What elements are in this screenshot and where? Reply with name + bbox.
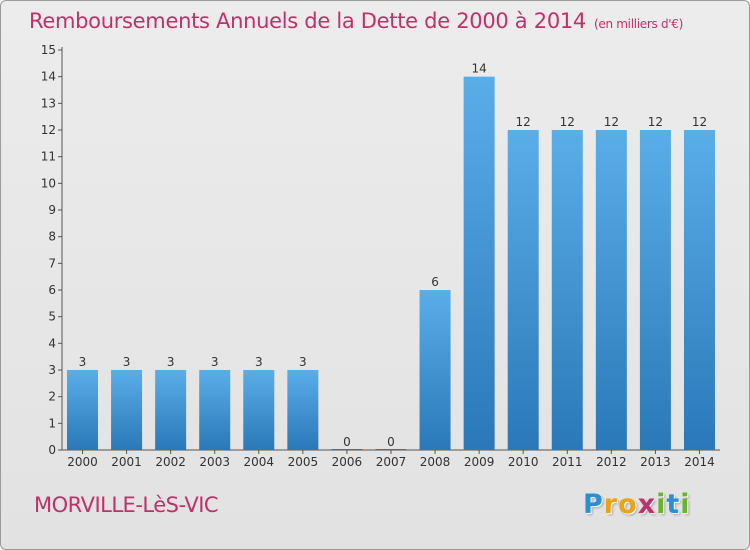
y-tick-label: 13 (41, 96, 56, 110)
data-label: 12 (604, 115, 619, 129)
logo-letter: x (637, 489, 657, 520)
data-label: 3 (255, 355, 263, 369)
x-tick-label: 2002 (155, 455, 186, 469)
x-tick-label: 2010 (508, 455, 539, 469)
bar (595, 130, 627, 450)
data-label: 3 (123, 355, 131, 369)
bar (375, 449, 407, 450)
y-tick-label: 3 (48, 363, 56, 377)
y-tick-label: 7 (48, 256, 56, 270)
bar (287, 370, 319, 450)
y-tick-label: 15 (41, 43, 56, 57)
bar (331, 449, 363, 450)
bar (507, 130, 539, 450)
x-tick-label: 2009 (464, 455, 495, 469)
bar (639, 130, 671, 450)
y-tick-label: 1 (48, 416, 56, 430)
y-tick-label: 10 (41, 176, 56, 190)
data-label: 0 (343, 435, 351, 449)
x-tick-label: 2001 (111, 455, 142, 469)
bar (243, 370, 275, 450)
x-tick-label: 2006 (332, 455, 363, 469)
x-tick-label: 2013 (640, 455, 671, 469)
y-tick-label: 9 (48, 203, 56, 217)
x-tick-label: 2004 (244, 455, 275, 469)
data-label: 6 (431, 275, 439, 289)
data-label: 3 (211, 355, 219, 369)
data-label: 12 (560, 115, 575, 129)
bar (419, 290, 451, 450)
logo-letter: o (618, 489, 638, 520)
logo-letter: r (603, 489, 619, 520)
bar (111, 370, 143, 450)
y-tick-label: 5 (48, 310, 56, 324)
bar (683, 130, 715, 450)
data-label: 12 (516, 115, 531, 129)
x-tick-label: 2005 (288, 455, 319, 469)
y-tick-label: 4 (48, 336, 56, 350)
y-tick-label: 2 (48, 390, 56, 404)
x-tick-label: 2000 (67, 455, 98, 469)
bar (463, 76, 495, 451)
bar (67, 370, 98, 450)
chart-title: Remboursements Annuels de la Dette de 20… (29, 9, 683, 33)
logo-letter: i (656, 489, 667, 520)
logo-letter: i (680, 489, 691, 520)
x-tick-label: 2012 (596, 455, 627, 469)
logo-letter: P (583, 489, 604, 520)
bar (551, 130, 583, 450)
data-label: 0 (387, 435, 395, 449)
x-tick-label: 2003 (199, 455, 230, 469)
logo-letter: t (666, 489, 681, 520)
x-tick-label: 2007 (376, 455, 407, 469)
bar (199, 370, 231, 450)
y-tick-label: 6 (48, 283, 56, 297)
y-tick-label: 14 (41, 70, 56, 84)
x-tick-label: 2014 (684, 455, 715, 469)
y-tick-label: 11 (41, 150, 56, 164)
city-name: MORVILLE-LèS-VIC (34, 493, 219, 517)
chart-unit: (en milliers d'€) (594, 17, 684, 31)
data-label: 3 (167, 355, 175, 369)
bar (155, 370, 187, 450)
y-tick-label: 0 (48, 443, 56, 457)
y-tick-label: 12 (41, 123, 56, 137)
data-label: 3 (299, 355, 307, 369)
x-tick-label: 2011 (552, 455, 583, 469)
data-label: 3 (79, 355, 87, 369)
x-tick-label: 2008 (420, 455, 451, 469)
chart-title-text: Remboursements Annuels de la Dette de 20… (29, 9, 586, 33)
data-label: 14 (471, 62, 486, 76)
data-label: 12 (648, 115, 663, 129)
data-label: 12 (692, 115, 707, 129)
proxiti-logo: Proxiti (583, 489, 691, 520)
y-tick-label: 8 (48, 230, 56, 244)
